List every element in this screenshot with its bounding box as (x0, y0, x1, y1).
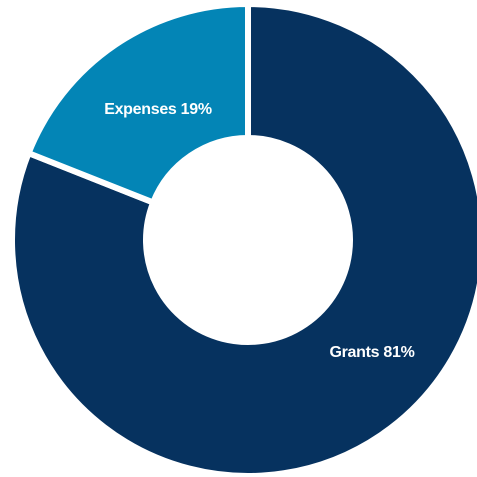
slices-layer (9, 0, 477, 477)
labels-layer: Grants 81% Expenses 19% (104, 101, 415, 361)
slice-grants (9, 0, 477, 477)
slice-label-grants: Grants 81% (329, 344, 414, 361)
slice-expenses (24, 0, 251, 207)
slice-label-expenses: Expenses 19% (104, 101, 212, 118)
